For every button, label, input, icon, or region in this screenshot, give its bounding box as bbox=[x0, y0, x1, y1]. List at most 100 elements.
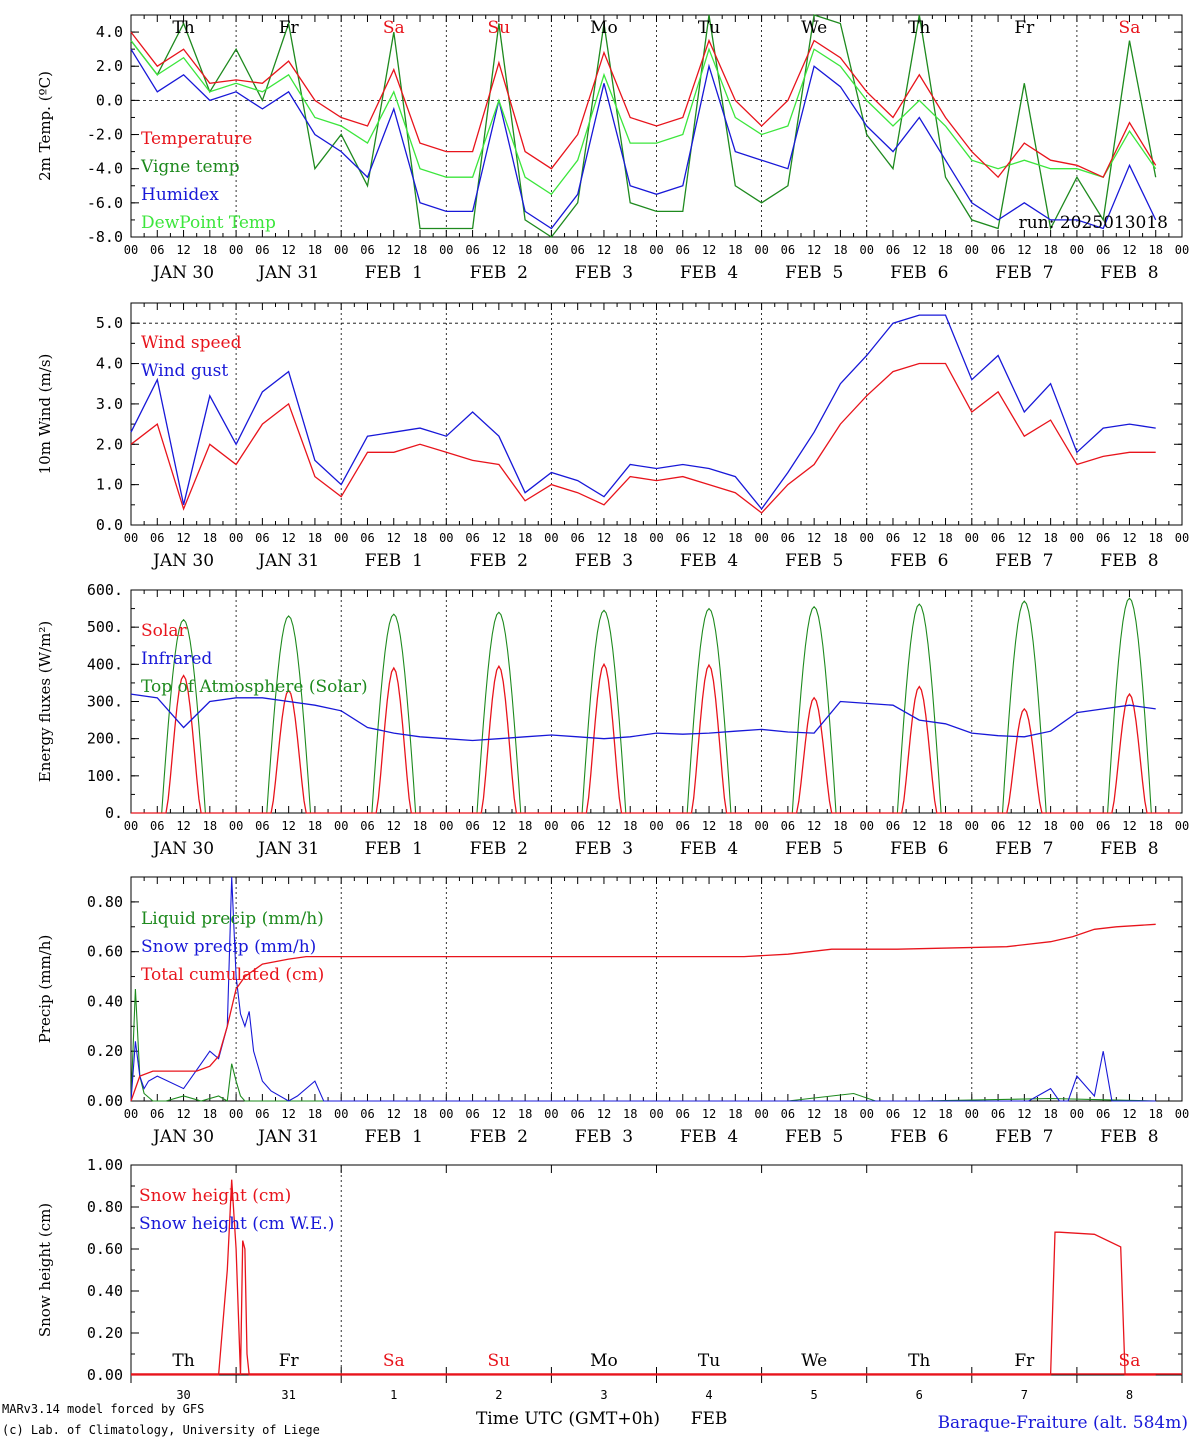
hour-tick-label: 06 bbox=[781, 243, 795, 257]
hour-tick-label: 18 bbox=[833, 531, 847, 545]
panel-2 bbox=[130, 302, 1183, 526]
hour-tick-label: 12 bbox=[281, 243, 295, 257]
hour-tick-label: 12 bbox=[702, 1107, 716, 1121]
hour-tick-label: 12 bbox=[597, 1107, 611, 1121]
hour-tick-label: 12 bbox=[1017, 531, 1031, 545]
hour-tick-label: 00 bbox=[439, 819, 453, 833]
y-tick-label: 0.00 bbox=[87, 1092, 123, 1110]
legend-entry: Wind gust bbox=[141, 361, 228, 381]
hour-tick-label: 06 bbox=[676, 243, 690, 257]
date-label: JAN 31 bbox=[256, 839, 319, 859]
date-label: JAN 31 bbox=[256, 551, 319, 571]
hour-tick-label: 12 bbox=[176, 531, 190, 545]
y-tick-label: 4.0 bbox=[96, 23, 123, 41]
series-wind-speed bbox=[130, 362, 1156, 514]
hour-tick-label: 12 bbox=[492, 531, 506, 545]
date-label: FEB 1 bbox=[365, 551, 423, 571]
y-tick-label: -4.0 bbox=[87, 160, 123, 178]
date-label: FEB 8 bbox=[1100, 551, 1158, 571]
hour-tick-label: 18 bbox=[833, 243, 847, 257]
hour-tick-label: 12 bbox=[281, 531, 295, 545]
hour-tick-label: 18 bbox=[1043, 531, 1057, 545]
legend-entry: Vigne temp bbox=[140, 157, 240, 177]
hour-tick-label: 00 bbox=[1175, 1107, 1189, 1121]
day-name: Fr bbox=[279, 18, 300, 38]
day-name: We bbox=[801, 18, 827, 38]
hour-tick-label: 00 bbox=[229, 819, 243, 833]
hour-tick-label: 18 bbox=[518, 1107, 532, 1121]
day-name: Th bbox=[908, 18, 930, 38]
date-label: JAN 30 bbox=[151, 1127, 214, 1147]
hour-tick-label: 06 bbox=[676, 531, 690, 545]
hour-tick-label: 06 bbox=[465, 819, 479, 833]
hour-tick-label: 12 bbox=[176, 819, 190, 833]
hour-tick-label: 06 bbox=[991, 1107, 1005, 1121]
hour-tick-label: 18 bbox=[1043, 243, 1057, 257]
hour-tick-label: 18 bbox=[413, 819, 427, 833]
hour-tick-label: 12 bbox=[807, 531, 821, 545]
hour-tick-label: 18 bbox=[308, 531, 322, 545]
hour-tick-label: 00 bbox=[544, 531, 558, 545]
hour-tick-label: 00 bbox=[334, 531, 348, 545]
date-label: FEB 2 bbox=[470, 263, 528, 283]
hour-tick-label: 00 bbox=[965, 243, 979, 257]
day-name: Fr bbox=[279, 1351, 300, 1371]
date-label: FEB 8 bbox=[1100, 263, 1158, 283]
hour-tick-label: 06 bbox=[360, 819, 374, 833]
hour-tick-label: 12 bbox=[492, 819, 506, 833]
panel-4 bbox=[130, 876, 1183, 1102]
hour-tick-label: 12 bbox=[597, 531, 611, 545]
hour-tick-label: 00 bbox=[229, 243, 243, 257]
day-number: 5 bbox=[811, 1388, 818, 1402]
date-label: FEB 5 bbox=[785, 551, 843, 571]
day-name: Th bbox=[172, 1351, 194, 1371]
legend-entry: Top of Atmosphere (Solar) bbox=[141, 677, 368, 697]
y-tick-label: 400. bbox=[87, 655, 123, 673]
hour-tick-label: 06 bbox=[150, 1107, 164, 1121]
hour-tick-label: 00 bbox=[124, 819, 138, 833]
day-number: 31 bbox=[281, 1388, 295, 1402]
y-tick-label: 0.80 bbox=[87, 1198, 123, 1216]
y-tick-label: 0.40 bbox=[87, 992, 123, 1010]
date-label: FEB 7 bbox=[995, 551, 1053, 571]
panel-3 bbox=[130, 589, 1183, 814]
hour-tick-label: 06 bbox=[1096, 243, 1110, 257]
y-tick-label: 0. bbox=[105, 804, 123, 822]
date-label: FEB 6 bbox=[890, 263, 948, 283]
hour-tick-label: 00 bbox=[1070, 243, 1084, 257]
hour-tick-label: 12 bbox=[807, 819, 821, 833]
y-tick-label: 500. bbox=[87, 618, 123, 636]
date-label: FEB 2 bbox=[470, 551, 528, 571]
hour-tick-label: 18 bbox=[1148, 531, 1162, 545]
hour-tick-label: 06 bbox=[676, 1107, 690, 1121]
legend-entry: Temperature bbox=[141, 129, 252, 149]
day-name: We bbox=[801, 1351, 827, 1371]
hour-tick-label: 18 bbox=[203, 1107, 217, 1121]
hour-tick-label: 18 bbox=[413, 1107, 427, 1121]
hour-tick-label: 06 bbox=[1096, 819, 1110, 833]
hour-tick-label: 06 bbox=[886, 1107, 900, 1121]
hour-tick-label: 18 bbox=[308, 243, 322, 257]
hour-tick-label: 12 bbox=[702, 243, 716, 257]
hour-tick-label: 06 bbox=[465, 1107, 479, 1121]
y-tick-label: 0.80 bbox=[87, 893, 123, 911]
hour-tick-label: 12 bbox=[1017, 1107, 1031, 1121]
y-axis-label: 2m Temp. (ºC) bbox=[36, 71, 54, 181]
date-label: JAN 31 bbox=[256, 1127, 319, 1147]
day-name: Sa bbox=[383, 18, 405, 38]
hour-tick-label: 00 bbox=[124, 531, 138, 545]
legend-entry: Snow precip (mm/h) bbox=[141, 937, 316, 957]
date-label: FEB 5 bbox=[785, 263, 843, 283]
series-top-of-atmosphere bbox=[131, 597, 1180, 814]
y-tick-label: 0.00 bbox=[87, 1366, 123, 1384]
panel-5 bbox=[130, 1164, 1183, 1383]
y-tick-label: 0.0 bbox=[96, 516, 123, 534]
hour-tick-label: 00 bbox=[544, 1107, 558, 1121]
y-axis-label: Energy fluxes (W/m²) bbox=[36, 621, 54, 782]
day-name: Th bbox=[172, 18, 194, 38]
y-tick-label: 0.20 bbox=[87, 1042, 123, 1060]
y-tick-label: 0.60 bbox=[87, 943, 123, 961]
hour-tick-label: 06 bbox=[570, 243, 584, 257]
hour-tick-label: 00 bbox=[334, 1107, 348, 1121]
hour-tick-label: 06 bbox=[150, 819, 164, 833]
